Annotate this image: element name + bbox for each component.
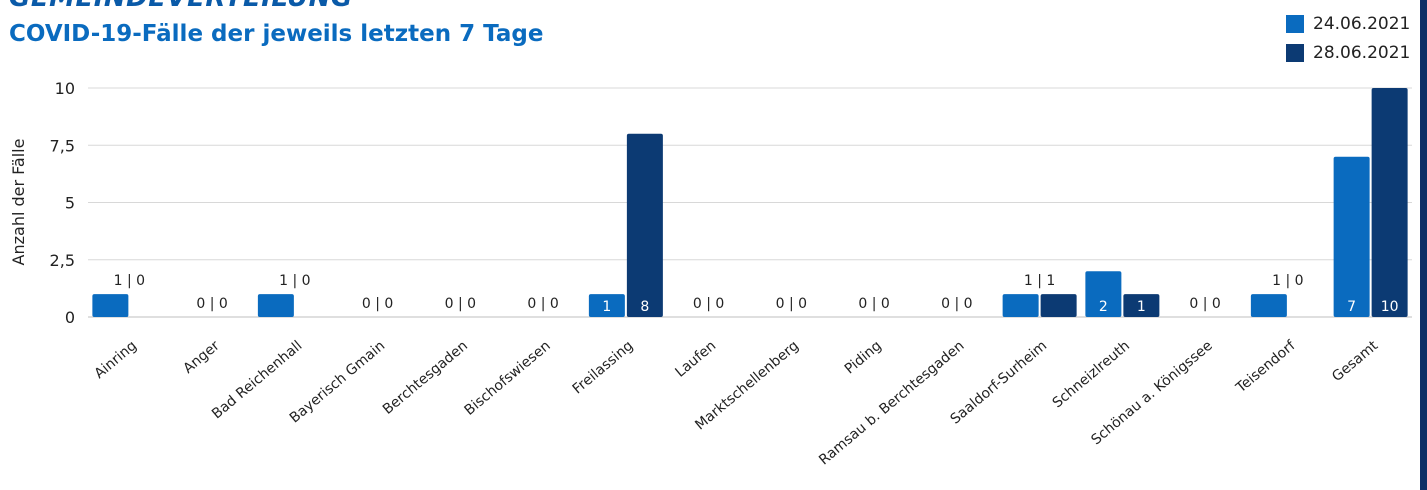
- data-label: 0 | 0: [445, 296, 476, 312]
- data-label: 1 | 1: [1024, 273, 1055, 289]
- x-tick-label: Laufen: [672, 338, 719, 381]
- page-title: GEMEINDEVERTEILUNG: [9, 0, 353, 13]
- frame-edge: [1420, 0, 1427, 490]
- y-tick-label: 5: [65, 194, 75, 213]
- legend-label-series-1: 24.06.2021: [1313, 13, 1411, 34]
- x-tick-label: Freilassing: [570, 338, 637, 398]
- x-tick-label: Berchtesgaden: [380, 338, 471, 418]
- legend-swatch-series-1: [1286, 14, 1304, 33]
- bar-series-1: [1085, 271, 1122, 317]
- chart-subtitle: COVID-19-Fälle der jeweils letzten 7 Tag…: [9, 21, 544, 47]
- data-label: 1 | 0: [114, 273, 145, 289]
- data-label: 0 | 0: [1189, 296, 1220, 312]
- bar-series-2: [626, 133, 663, 317]
- bar-series-1: [1002, 294, 1039, 317]
- bar-series-2: [1123, 294, 1160, 317]
- y-axis-label: Anzahl der Fälle: [9, 139, 28, 266]
- data-label: 0 | 0: [693, 296, 724, 312]
- legend-item-series-2: 28.06.2021: [1286, 38, 1410, 67]
- bar-value-label: 1: [602, 299, 611, 315]
- bar-value-label: 2: [1099, 299, 1108, 315]
- data-label: 1 | 0: [1272, 273, 1303, 289]
- bar-value-label: 1: [1137, 299, 1146, 315]
- bar-series-1: [1333, 156, 1370, 317]
- legend-item-series-1: 24.06.2021: [1286, 9, 1410, 38]
- bar-series-1: [92, 294, 129, 317]
- x-tick-label: Bischofswiesen: [462, 338, 554, 419]
- data-label: 0 | 0: [776, 296, 807, 312]
- x-tick-label: Anger: [180, 338, 222, 377]
- data-label: 0 | 0: [858, 296, 889, 312]
- bar-series-1: [588, 294, 625, 317]
- x-tick-label: Piding: [842, 338, 885, 378]
- x-tick-label: Ainring: [92, 338, 140, 382]
- legend-swatch-series-2: [1286, 43, 1304, 62]
- bar-series-1: [1250, 294, 1287, 317]
- y-tick-label: 7,5: [50, 136, 75, 155]
- chart-legend: 24.06.2021 28.06.2021: [1286, 9, 1410, 67]
- legend-label-series-2: 28.06.2021: [1313, 42, 1411, 63]
- bar-series-1: [257, 294, 294, 317]
- y-tick-label: 2,5: [50, 251, 75, 270]
- y-tick-label: 0: [65, 308, 75, 327]
- x-tick-label: Gesamt: [1329, 337, 1381, 385]
- y-tick-label: 10: [55, 79, 75, 98]
- bar-value-label: 8: [640, 299, 649, 315]
- bar-series-2: [1371, 88, 1408, 317]
- data-label: 0 | 0: [941, 296, 972, 312]
- x-tick-label: Schneizlreuth: [1050, 338, 1133, 412]
- bar-series-2: [1040, 294, 1077, 317]
- data-label: 0 | 0: [196, 296, 227, 312]
- data-label: 1 | 0: [279, 273, 310, 289]
- x-tick-label: Ramsau b. Berchtesgaden: [816, 338, 967, 469]
- data-label: 0 | 0: [362, 296, 393, 312]
- bar-value-label: 7: [1347, 299, 1356, 315]
- bar-value-label: 10: [1381, 299, 1399, 315]
- data-label: 0 | 0: [527, 296, 558, 312]
- x-tick-label: Teisendorf: [1233, 337, 1300, 397]
